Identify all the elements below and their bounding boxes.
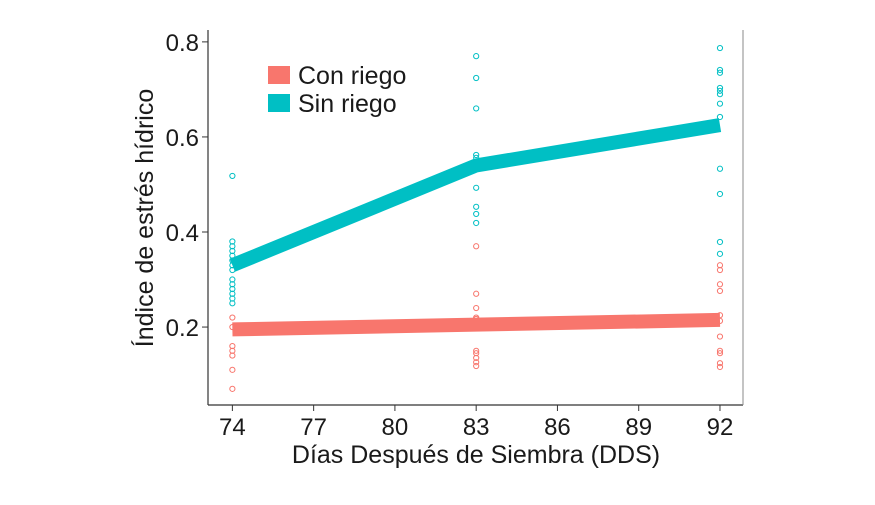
data-point: [716, 87, 724, 94]
data-point: [473, 210, 480, 218]
data-point: [473, 53, 480, 60]
data-point: [716, 113, 724, 121]
data-point: [716, 100, 724, 107]
data-point: [716, 360, 724, 367]
data-point: [473, 105, 480, 112]
data-point: [716, 347, 724, 354]
data-point: [473, 184, 480, 191]
x-tick-label: 74: [219, 414, 246, 441]
legend-swatch: [268, 94, 290, 112]
y-tick-label: 0.8: [166, 30, 199, 57]
data-point: [716, 84, 724, 92]
x-tick-label: 80: [382, 414, 409, 441]
data-point: [473, 219, 480, 227]
data-point: [716, 266, 724, 274]
data-point: [716, 69, 724, 76]
data-point: [229, 300, 236, 307]
x-tick-label: 92: [707, 414, 734, 441]
data-points: [229, 44, 724, 392]
data-point: [229, 352, 236, 359]
series-lines: [229, 118, 722, 337]
series-line-0: [232, 312, 721, 337]
data-point: [473, 290, 480, 297]
y-tick-label: 0.2: [166, 315, 199, 342]
data-point: [716, 281, 724, 288]
data-point: [473, 362, 480, 370]
data-point: [473, 243, 480, 250]
data-point: [473, 347, 480, 354]
legend-label: Con riego: [298, 62, 406, 90]
data-point: [473, 354, 480, 362]
data-point: [716, 66, 724, 74]
data-point: [229, 366, 236, 373]
data-point: [716, 350, 724, 357]
data-point: [473, 151, 480, 159]
series-line-1: [229, 118, 722, 272]
data-point: [229, 314, 236, 321]
data-point: [716, 165, 724, 172]
y-axis-label: Índice de estrés hídrico: [130, 89, 159, 347]
data-point: [716, 287, 724, 295]
data-point: [229, 385, 236, 392]
data-point: [716, 44, 724, 52]
data-point: [716, 363, 724, 371]
data-point: [229, 172, 236, 180]
legend-label: Sin riego: [298, 90, 397, 118]
data-point: [473, 359, 480, 366]
x-axis-label: Días Después de Siembra (DDS): [292, 441, 660, 469]
x-tick-label: 77: [300, 414, 327, 441]
x-tick-label: 89: [625, 414, 652, 441]
data-point: [473, 74, 480, 82]
data-point: [716, 333, 724, 340]
x-tick-label: 83: [463, 414, 490, 441]
x-tick-label: 86: [544, 414, 571, 441]
legend-swatch: [268, 66, 290, 84]
y-tick-label: 0.6: [166, 125, 199, 152]
y-tick-label: 0.4: [166, 220, 199, 247]
data-point: [716, 238, 724, 246]
data-point: [716, 190, 724, 198]
data-point: [473, 304, 480, 312]
data-point: [716, 250, 724, 257]
data-point: [716, 91, 724, 98]
data-point: [473, 203, 480, 210]
